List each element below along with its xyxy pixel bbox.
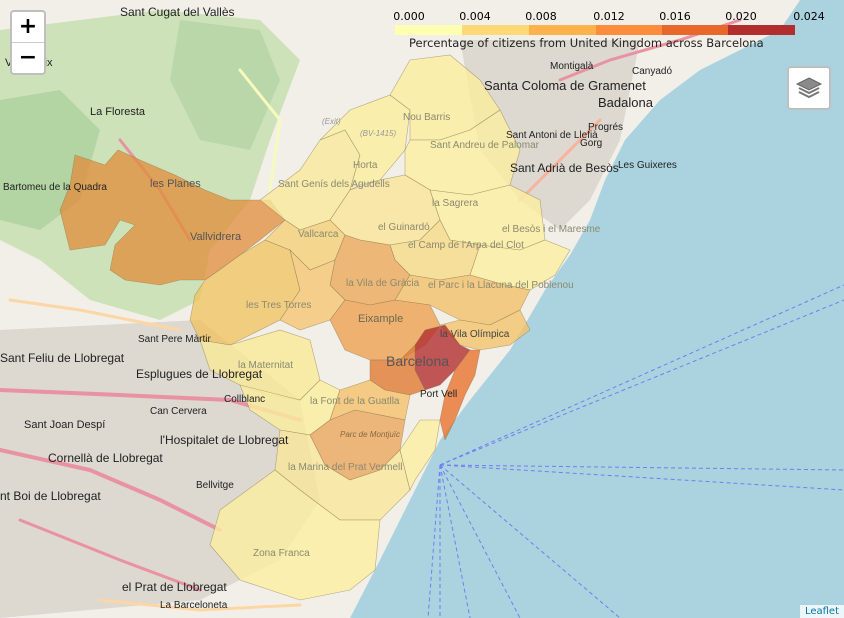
label-bartomeu: Bartomeu de la Quadra	[3, 182, 107, 193]
label-sant-adria: Sant Adrià de Besòs	[510, 161, 619, 175]
legend: 0.000 0.004 0.008 0.012 0.016 0.020 0.02…	[385, 9, 825, 51]
label-maternitat: la Maternitat	[238, 360, 293, 371]
district-port[interactable]	[399, 419, 441, 491]
label-gorg: Gorg	[580, 138, 602, 149]
label-sagrera: la Sagrera	[432, 198, 479, 209]
label-la-florida: La Floresta	[90, 106, 146, 118]
attribution-link[interactable]: Leaflet	[799, 605, 844, 618]
layers-button[interactable]	[787, 66, 831, 110]
label-montigala: Montigalà	[550, 61, 594, 72]
label-nou-barris: Nou Barris	[403, 112, 450, 123]
legend-caption: Percentage of citizens from United Kingd…	[409, 36, 764, 50]
sea-area	[350, 0, 844, 618]
legend-color-swatch	[462, 25, 529, 35]
label-tres-torres: les Tres Torres	[246, 300, 311, 311]
label-besos: el Besòs i el Maresme	[502, 224, 601, 235]
legend-color-swatch	[596, 25, 662, 35]
legend-tick: 0.012	[593, 10, 625, 23]
label-collblanc: Collblanc	[224, 394, 265, 405]
label-el-prat: el Prat de Llobregat	[122, 580, 227, 594]
label-eixample: Eixample	[358, 313, 403, 325]
map-labels: Sant Cugat del Vallès Valldoreix La Flor…	[0, 5, 677, 611]
zoom-out-button[interactable]: −	[12, 42, 44, 73]
label-vallcarca: Vallcarca	[298, 229, 339, 240]
label-parc-llacuna: el Parc i la Llacuna del Poblenou	[428, 280, 574, 291]
zoom-in-button[interactable]: +	[18, 14, 38, 39]
label-vallvidrera: Vallvidrera	[190, 231, 242, 243]
label-parc-montjuic: Parc de Montjuïc	[340, 430, 400, 439]
label-vila-olimpica: la Vila Olímpica	[440, 329, 510, 340]
legend-color-swatch	[395, 25, 462, 35]
legend-tick: 0.024	[793, 10, 825, 23]
legend-color-swatch	[662, 25, 728, 35]
label-barcelona: Barcelona	[386, 353, 449, 369]
label-canyado: Canyadó	[632, 66, 672, 77]
label-sant-cugat: Sant Cugat del Vallès	[120, 5, 235, 19]
label-font-guatlla: la Font de la Guatlla	[310, 396, 400, 407]
label-sant-antoni: Sant Antoni de Llefià	[506, 130, 598, 141]
urban-area-badalona	[460, 40, 640, 230]
legend-tick: 0.000	[393, 10, 425, 23]
legend-tick: 0.020	[725, 10, 757, 23]
label-zona-franca: Zona Franca	[253, 548, 310, 559]
district-zona-franca[interactable]	[209, 469, 381, 601]
label-badalona: Badalona	[598, 95, 654, 110]
legend-color-swatch	[728, 25, 795, 35]
ferry-routes	[427, 284, 844, 618]
label-les-planes: les Planes	[150, 178, 201, 190]
label-bellvitge: Bellvitge	[196, 480, 234, 491]
legend-tick: 0.016	[659, 10, 691, 23]
label-sant-joan: Sant Joan Despí	[24, 419, 105, 431]
layers-icon	[795, 77, 823, 99]
label-guinardo: el Guinardó	[378, 222, 430, 233]
label-vila-gracia: la Vila de Gràcia	[346, 278, 420, 289]
label-barceloneta-prat: La Barceloneta	[160, 600, 228, 611]
district-vila-olimpica[interactable]	[439, 309, 531, 351]
district-barceloneta[interactable]	[439, 349, 481, 441]
label-esplugues: Esplugues de Llobregat	[136, 367, 263, 381]
label-port-vell: Port Vell	[420, 389, 457, 400]
district-tres-torres[interactable]	[189, 239, 301, 346]
label-cornella: Cornellà de Llobregat	[48, 451, 163, 465]
label-sant-genis: Sant Genís dels Agudells	[278, 179, 390, 190]
label-hospitalet: l'Hospitalet de Llobregat	[160, 433, 289, 447]
label-bv: (BV-1415)	[360, 129, 397, 138]
choropleth-layer	[59, 54, 571, 601]
label-can-cervera: Can Cervera	[150, 406, 207, 417]
label-sant-pere: Sant Pere Màrtir	[138, 334, 211, 345]
forest-area-2	[170, 20, 280, 150]
label-sant-boi: nt Boi de Llobregat	[0, 489, 101, 503]
label-horta: Horta	[353, 160, 378, 171]
legend-tick: 0.004	[459, 10, 491, 23]
label-sant-andreu: Sant Andreu de Palomar	[430, 140, 540, 151]
legend-color-swatch	[529, 25, 596, 35]
label-marina: la Marina del Prat Vermell	[288, 462, 403, 473]
label-exit: (Exit)	[322, 117, 341, 126]
label-guixeres: Les Guixeres	[618, 160, 677, 171]
legend-tick: 0.008	[525, 10, 557, 23]
label-camp-arpa: el Camp de l'Arpa del Clot	[408, 240, 524, 251]
legend-color-bar	[395, 25, 795, 35]
zoom-control: + −	[10, 10, 46, 75]
label-progres: Progrés	[588, 122, 623, 133]
label-sant-feliu: Sant Feliu de Llobregat	[0, 351, 125, 365]
label-santa-coloma: Santa Coloma de Gramenet	[484, 78, 646, 93]
